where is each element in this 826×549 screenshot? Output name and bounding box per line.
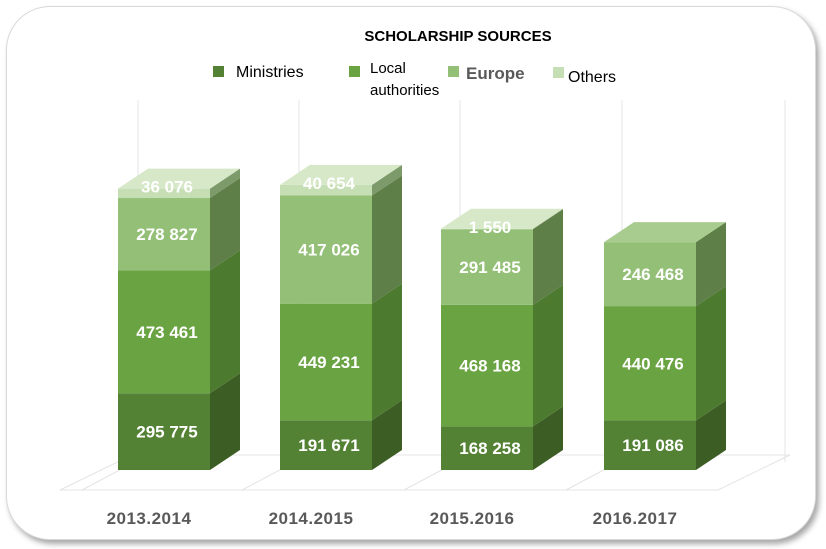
bar-others-2014-2015	[280, 184, 372, 196]
bar-side-ministries-2014-2015	[372, 400, 402, 470]
legend-label: Ministries	[236, 64, 304, 81]
floor-outline	[59, 454, 791, 491]
bar-side-local-authorities-2013-2014	[210, 250, 240, 394]
bar-local-authorities-2015-2016	[441, 304, 533, 427]
legend-swatch	[349, 66, 360, 77]
bar-europe-2016-2017	[604, 242, 696, 307]
data-label: 473 461	[136, 323, 197, 342]
legend: Ministries Local authorities Europe Others	[213, 60, 616, 99]
bar-side-local-authorities-2015-2016	[533, 284, 563, 427]
legend-item-ministries: Ministries	[213, 64, 304, 81]
legend-swatch	[448, 66, 459, 77]
data-label: 36 076	[141, 178, 193, 197]
bar-europe-2014-2015	[280, 195, 372, 304]
bar-local-authorities-2013-2014	[118, 270, 210, 394]
data-label: 168 258	[459, 439, 520, 458]
legend-label-line2: authorities	[370, 82, 439, 99]
bar-ministries-2013-2014	[118, 393, 210, 470]
data-labels-group: 295 775 473 461 278 827 36 076 191 671 449 23…	[136, 174, 683, 458]
bar-side-europe-2013-2014	[210, 178, 240, 271]
category-label: 2016.2017	[593, 509, 678, 528]
bar-local-authorities-2016-2017	[604, 306, 696, 421]
bar-top-2015-2016	[441, 208, 563, 229]
legend-label: Others	[568, 69, 616, 86]
bar-side-others-2015-2016	[533, 208, 563, 230]
legend-item-local-authorities: Local authorities	[349, 60, 439, 99]
legend-label: Local	[370, 60, 406, 77]
category-label: 2015.2016	[430, 509, 515, 528]
data-label: 191 671	[298, 436, 359, 455]
data-label: 417 026	[298, 241, 359, 260]
legend-label: Europe	[466, 64, 525, 83]
bar-side-local-authorities-2016-2017	[696, 286, 726, 421]
bar-side-ministries-2013-2014	[210, 373, 240, 470]
bar-europe-2013-2014	[118, 198, 210, 271]
bar-top-2016-2017	[604, 222, 726, 243]
category-labels-group: 2013.2014 2014.2015 2015.2016 2016.2017	[107, 509, 678, 528]
chart-title: SCHOLARSHIP SOURCES	[364, 28, 551, 45]
bar-ministries-2016-2017	[604, 420, 696, 470]
data-label: 191 086	[622, 436, 683, 455]
bar-side-europe-2014-2015	[372, 175, 402, 304]
bar-side-others-2013-2014	[210, 168, 240, 199]
bar-side-europe-2016-2017	[696, 222, 726, 307]
data-label: 40 654	[303, 174, 356, 193]
data-label: 295 775	[136, 423, 197, 442]
bar-side-others-2014-2015	[372, 164, 402, 196]
data-label: 449 231	[298, 353, 359, 372]
data-label: 291 485	[459, 258, 520, 277]
legend-swatch	[213, 66, 224, 77]
legend-swatch	[553, 67, 564, 78]
legend-item-others: Others	[553, 67, 616, 86]
bar-europe-2015-2016	[441, 229, 533, 305]
bar-side-ministries-2015-2016	[533, 406, 563, 470]
bar-others-2013-2014	[118, 188, 210, 199]
bar-top-2013-2014	[118, 168, 240, 189]
bar-side-local-authorities-2014-2015	[372, 283, 402, 421]
category-label: 2013.2014	[107, 509, 192, 528]
legend-item-europe: Europe	[448, 64, 525, 83]
bar-top-2014-2015	[280, 164, 402, 185]
category-label: 2014.2015	[269, 509, 354, 528]
data-label: 1 550	[469, 218, 512, 237]
data-label: 278 827	[136, 225, 197, 244]
bar-side-europe-2015-2016	[533, 209, 563, 305]
data-label: 468 168	[459, 357, 520, 376]
data-label: 246 468	[622, 265, 683, 284]
bar-ministries-2015-2016	[441, 426, 533, 470]
bar-ministries-2014-2015	[280, 420, 372, 470]
bar-side-ministries-2016-2017	[696, 400, 726, 470]
bar-local-authorities-2014-2015	[280, 303, 372, 421]
bars-group	[118, 164, 726, 470]
data-label: 440 476	[622, 354, 683, 373]
